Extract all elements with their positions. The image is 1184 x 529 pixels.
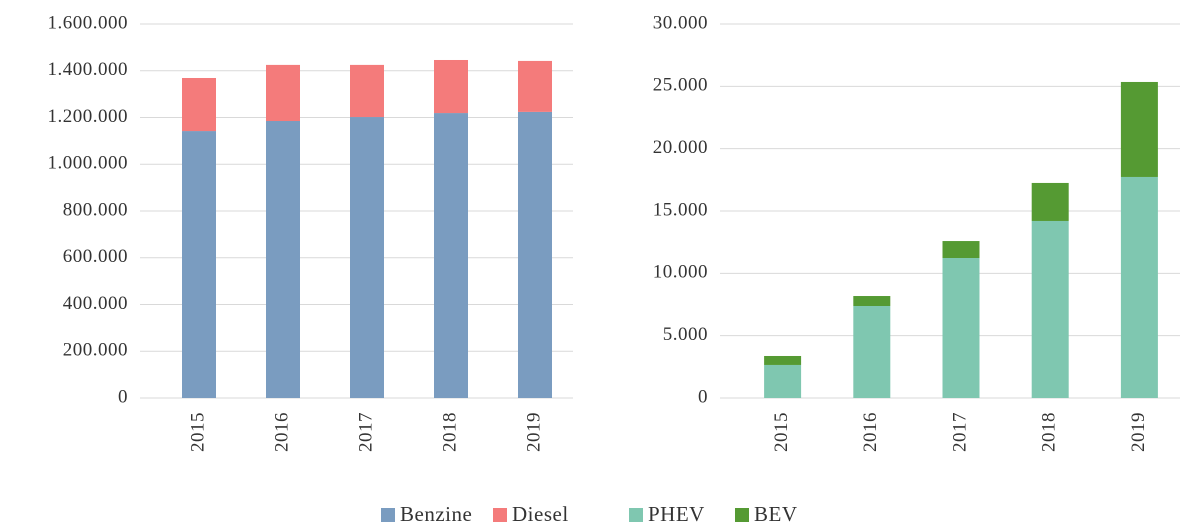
bar-segment	[182, 77, 216, 132]
y-tick-label: 25.000	[653, 75, 708, 96]
y-tick-label: 0	[698, 386, 708, 407]
legend-label: BEV	[754, 502, 798, 526]
y-tick-label: 200.000	[63, 340, 128, 361]
bar-segment	[764, 355, 802, 365]
bar-segment	[942, 241, 980, 258]
x-tick-label: 2016	[860, 412, 881, 452]
y-tick-label: 1.200.000	[48, 106, 129, 127]
y-tick-label: 800.000	[63, 199, 128, 220]
bar-segment	[853, 296, 891, 306]
y-tick-label: 20.000	[653, 137, 708, 158]
x-tick-label: 2015	[771, 412, 792, 452]
x-tick-label: 2018	[439, 412, 460, 452]
bar-segment	[853, 305, 891, 398]
y-tick-label: 30.000	[653, 12, 708, 33]
y-tick-label: 600.000	[63, 246, 128, 267]
bar-segment	[1031, 220, 1069, 398]
y-tick-label: 5.000	[663, 324, 708, 345]
bar-segment	[434, 59, 468, 114]
bar-segment	[1120, 81, 1158, 177]
x-tick-label: 2019	[1128, 412, 1149, 452]
bar-segment	[350, 64, 384, 118]
y-tick-label: 1.400.000	[48, 59, 129, 80]
x-tick-label: 2019	[523, 412, 544, 452]
y-tick-label: 400.000	[63, 293, 128, 314]
bar-segment	[518, 60, 552, 112]
legend-label: PHEV	[648, 502, 705, 526]
bar-segment	[1120, 176, 1158, 398]
bar-segment	[350, 117, 384, 398]
bar-segment	[266, 121, 300, 398]
bar-segment	[764, 364, 802, 398]
legend-swatch	[629, 508, 643, 522]
bar-segment	[434, 113, 468, 398]
x-tick-label: 2017	[949, 412, 970, 452]
bar-segment	[182, 131, 216, 398]
bar-segment	[942, 257, 980, 398]
y-tick-label: 1.600.000	[48, 12, 129, 33]
legend-swatch	[381, 508, 395, 522]
y-tick-label: 15.000	[653, 199, 708, 220]
bar-segment	[1031, 182, 1069, 221]
x-tick-label: 2017	[355, 412, 376, 452]
y-tick-label: 0	[118, 386, 128, 407]
bar-segment	[518, 111, 552, 398]
x-tick-label: 2015	[187, 412, 208, 452]
legend-swatch	[735, 508, 749, 522]
y-tick-label: 10.000	[653, 262, 708, 283]
legend-swatch	[493, 508, 507, 522]
x-tick-label: 2016	[271, 412, 292, 452]
bar-segment	[266, 64, 300, 122]
legend-label: Diesel	[512, 502, 569, 526]
x-tick-label: 2018	[1039, 412, 1060, 452]
legend-label: Benzine	[400, 502, 472, 526]
y-tick-label: 1.000.000	[48, 153, 129, 174]
